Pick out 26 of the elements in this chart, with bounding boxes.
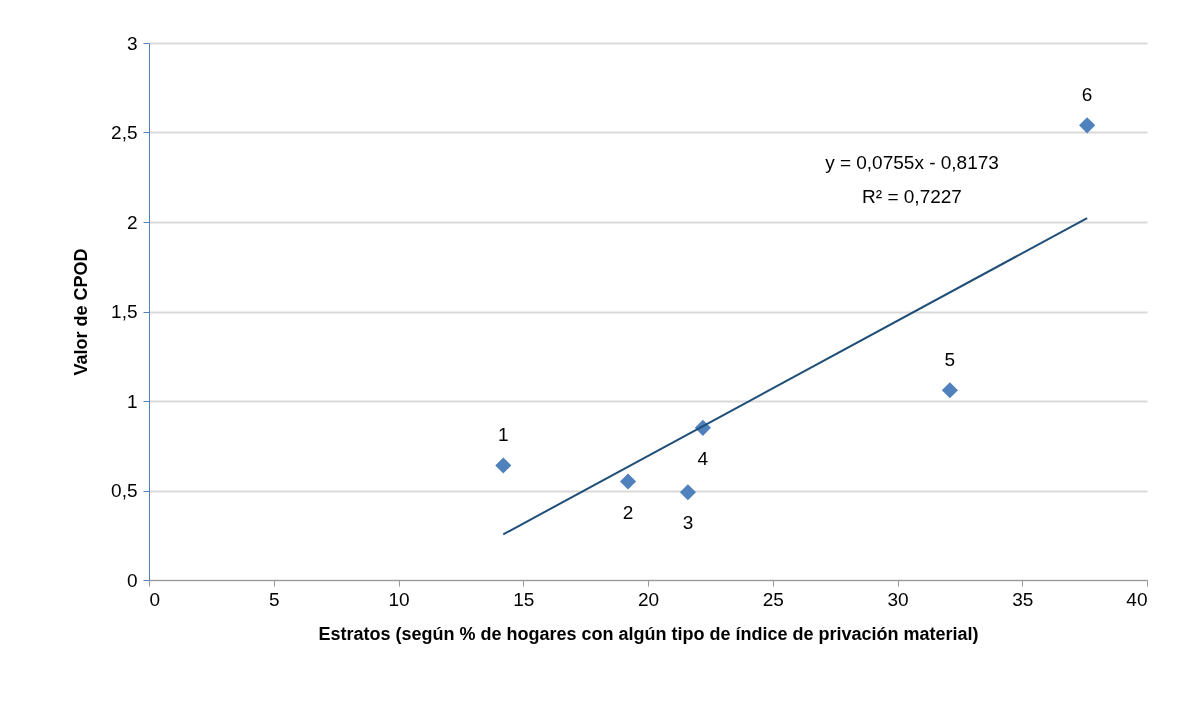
x-tick-label: 20 [637,588,660,610]
annotation: y = 0,0755x - 0,8173 [825,152,999,173]
annotation: 1 [498,424,509,446]
annotation: 6 [1081,84,1093,106]
x-tick-label: 15 [513,588,535,610]
annotation: 4 [697,447,709,469]
y-tick-label: 1,5 [111,301,138,322]
y-tick-label: 2,5 [111,122,138,143]
y-tick-label: 0 [126,569,138,591]
x-axis-title: Estratos (según % de hogares con algún tipo de índice de privación material) [318,623,979,644]
x-tick-label: 40 [1126,588,1148,610]
x-tick-label: 25 [762,588,784,610]
y-axis-title: Valor de CPOD [71,248,92,376]
annotation: R² = 0,7227 [862,186,962,207]
y-tick-label: 2 [126,211,138,233]
annotation: 5 [944,349,956,371]
x-tick-label: 10 [388,588,410,610]
x-tick-label: 35 [1012,588,1034,610]
y-tick-label: 1 [126,390,138,412]
x-tick-label: 5 [268,588,280,610]
x-tick-label: 30 [887,588,909,610]
annotation: 2 [622,501,634,523]
x-tick-label: 0 [149,588,161,610]
y-tick-label: 0,5 [111,480,138,501]
annotation: 3 [682,512,694,534]
y-tick-label: 3 [126,32,138,54]
